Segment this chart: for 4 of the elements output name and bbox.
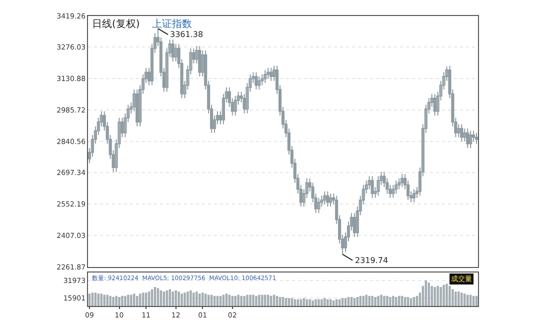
annotation: 3361.38 — [170, 30, 204, 39]
annotation: 2319.74 — [355, 256, 388, 265]
chart-title: 日线(复权) — [92, 18, 140, 30]
chart-subtitle: 上证指数 — [152, 18, 192, 30]
